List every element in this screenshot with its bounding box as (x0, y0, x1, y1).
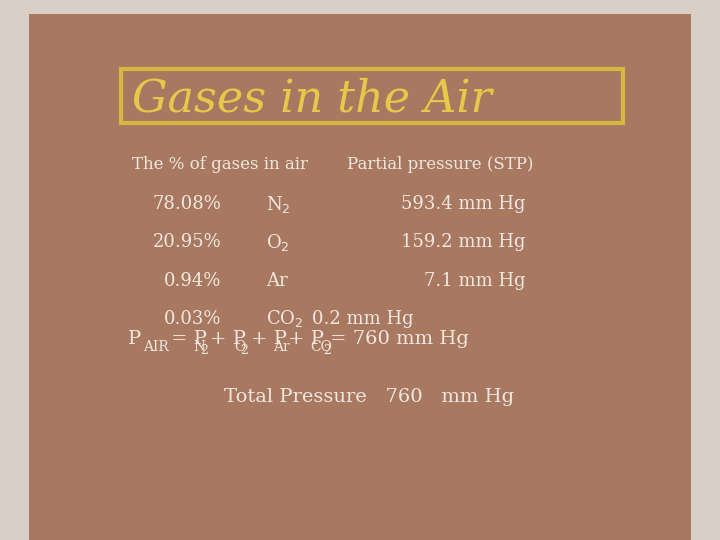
Text: 2: 2 (323, 345, 331, 357)
Text: CO$_{2}$: CO$_{2}$ (266, 308, 303, 329)
Text: O: O (234, 340, 246, 354)
Text: + P: + P (288, 330, 324, 348)
Text: N: N (193, 340, 205, 354)
Text: CO: CO (310, 340, 333, 354)
Text: AIR: AIR (143, 340, 168, 354)
FancyBboxPatch shape (121, 69, 623, 123)
Text: Gases in the Air: Gases in the Air (132, 77, 492, 120)
Text: 7.1 mm Hg: 7.1 mm Hg (423, 272, 526, 289)
Text: 0.94%: 0.94% (163, 272, 221, 289)
Text: 20.95%: 20.95% (153, 233, 221, 251)
Text: Partial pressure (STP): Partial pressure (STP) (347, 156, 534, 173)
Text: 593.4 mm Hg: 593.4 mm Hg (401, 195, 526, 213)
Text: O$_{2}$: O$_{2}$ (266, 232, 289, 253)
Text: 78.08%: 78.08% (152, 195, 221, 213)
Text: + P: + P (251, 330, 287, 348)
Text: 159.2 mm Hg: 159.2 mm Hg (401, 233, 526, 251)
Text: 2: 2 (200, 345, 208, 357)
Text: = P: = P (171, 330, 207, 348)
Text: Ar: Ar (273, 340, 289, 354)
Text: = 760 mm Hg: = 760 mm Hg (330, 330, 469, 348)
Text: 2: 2 (240, 345, 248, 357)
Text: P: P (128, 330, 141, 348)
Text: N$_{2}$: N$_{2}$ (266, 194, 290, 214)
Text: Total Pressure   760   mm Hg: Total Pressure 760 mm Hg (224, 388, 514, 407)
Text: The % of gases in air: The % of gases in air (132, 156, 308, 173)
Text: + P: + P (210, 330, 246, 348)
Text: Ar: Ar (266, 272, 287, 289)
Text: 0.03%: 0.03% (163, 310, 221, 328)
Text: 0.2 mm Hg: 0.2 mm Hg (312, 310, 413, 328)
